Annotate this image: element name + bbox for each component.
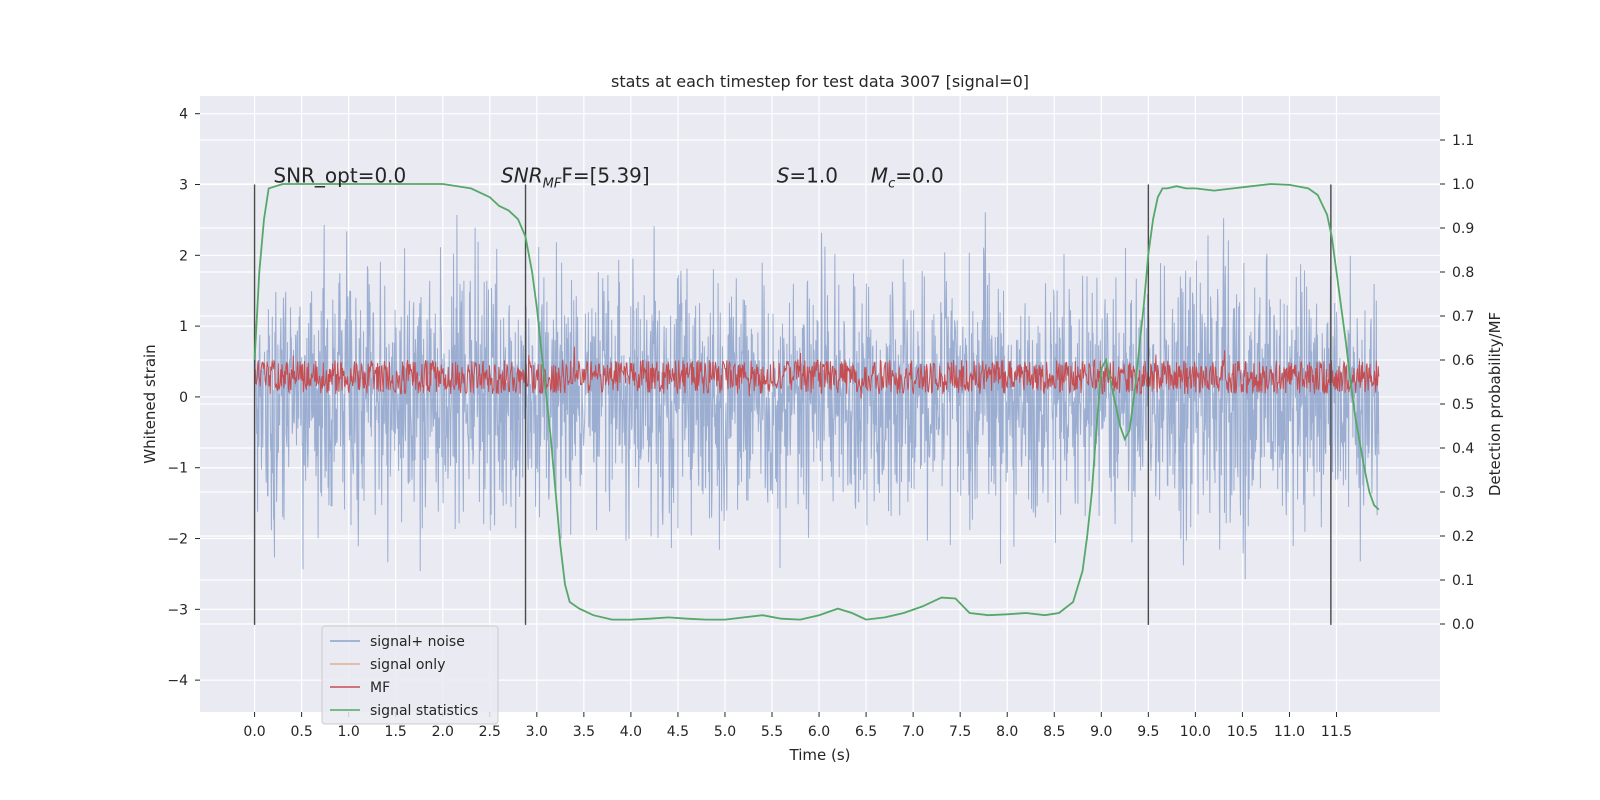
- x-tick-label-9: 4.5: [667, 724, 689, 740]
- left-y-axis-ticks: 4 3 2 1 0 −1 −2 −3 −4: [167, 107, 200, 689]
- right-y-tick-label-1: 1.0: [1452, 177, 1474, 193]
- x-tick-label-15: 7.5: [949, 724, 971, 740]
- x-tick-label-21: 10.5: [1227, 724, 1258, 740]
- x-tick-label-4: 2.0: [432, 724, 454, 740]
- x-tick-label-6: 3.0: [526, 724, 548, 740]
- x-tick-label-22: 11.0: [1274, 724, 1305, 740]
- right-y-tick-label-11: 0.0: [1452, 617, 1474, 633]
- left-y-tick-label-0: 4: [179, 107, 188, 123]
- x-tick-label-23: 11.5: [1321, 724, 1352, 740]
- x-tick-label-5: 2.5: [479, 724, 501, 740]
- right-y-axis-label: Detection probability/MF: [1486, 312, 1504, 496]
- right-y-tick-label-10: 0.1: [1452, 573, 1474, 589]
- chart-title: stats at each timestep for test data 300…: [611, 72, 1029, 91]
- left-y-tick-label-8: −4: [167, 673, 188, 689]
- annotation-mc: Mc=0.0: [871, 164, 944, 192]
- left-y-tick-label-2: 2: [179, 248, 188, 264]
- left-y-tick-label-6: −2: [167, 532, 188, 548]
- right-y-tick-label-7: 0.4: [1452, 441, 1474, 457]
- annotation-snr-opt: SNR_opt=0.0: [273, 164, 406, 188]
- left-y-axis-label: Whitened strain: [141, 344, 159, 463]
- right-y-tick-label-8: 0.3: [1452, 485, 1474, 501]
- signal-statistics-line: [253, 183, 1380, 621]
- x-tick-label-18: 9.0: [1090, 724, 1112, 740]
- annotations: SNR_opt=0.0 SNRMFF=[5.39] S=1.0 Mc=0.0: [273, 164, 943, 192]
- mf-line: [254, 346, 1380, 399]
- annotation-s: S=1.0: [777, 164, 838, 188]
- legend-box: [321, 625, 499, 725]
- series-mf: [254, 346, 1380, 399]
- annotation-snr-mf-rest: F=[5.39]: [561, 164, 649, 188]
- right-y-tick-label-4: 0.7: [1452, 309, 1474, 325]
- left-y-tick-label-4: 0: [179, 390, 188, 406]
- legend: signal+ noise signal only MF signal stat…: [321, 625, 499, 725]
- right-y-tick-label-0: 1.1: [1452, 133, 1474, 149]
- x-tick-label-7: 3.5: [573, 724, 595, 740]
- plot-area: [253, 183, 1380, 625]
- vertical-markers: [253, 184, 1332, 625]
- x-tick-label-11: 5.5: [761, 724, 783, 740]
- annotation-snr-mf-main: SNR: [501, 164, 543, 188]
- x-tick-label-3: 1.5: [385, 724, 407, 740]
- x-axis-label: Time (s): [789, 746, 851, 764]
- left-y-tick-label-7: −3: [167, 602, 188, 618]
- annotation-mc-sub: c: [888, 177, 895, 192]
- right-y-tick-label-2: 0.9: [1452, 221, 1474, 237]
- series-signal-statistics: [253, 183, 1380, 621]
- x-tick-label-10: 5.0: [714, 724, 736, 740]
- legend-label-signal-statistics: signal statistics: [370, 703, 478, 719]
- x-tick-label-8: 4.0: [620, 724, 642, 740]
- x-tick-label-13: 6.5: [855, 724, 877, 740]
- x-tick-label-1: 0.5: [290, 724, 312, 740]
- right-y-tick-label-6: 0.5: [1452, 397, 1474, 413]
- left-y-tick-label-3: 1: [179, 319, 188, 335]
- annotation-s-rest: =1.0: [789, 164, 838, 188]
- x-tick-label-17: 8.5: [1043, 724, 1065, 740]
- annotation-mc-main: M: [871, 164, 888, 188]
- legend-label-signal-only: signal only: [370, 657, 445, 673]
- series-signal-noise: [254, 212, 1380, 580]
- right-y-axis-ticks: 1.1 1.0 0.9 0.8 0.7 0.6 0.5 0.4 0.3 0.2 0.1 0.0: [1440, 133, 1474, 633]
- x-tick-label-19: 9.5: [1137, 724, 1159, 740]
- annotation-snr-mf-sub: MF: [543, 177, 562, 192]
- right-y-tick-label-5: 0.6: [1452, 353, 1474, 369]
- x-tick-label-14: 7.0: [902, 724, 924, 740]
- annotation-snr-mf: SNRMFF=[5.39]: [501, 164, 650, 192]
- x-tick-label-2: 1.0: [338, 724, 360, 740]
- annotation-s-main: S: [777, 164, 790, 188]
- left-y-tick-label-1: 3: [179, 178, 188, 194]
- right-y-tick-label-3: 0.8: [1452, 265, 1474, 281]
- left-y-tick-label-5: −1: [167, 461, 188, 477]
- x-tick-label-0: 0.0: [243, 724, 265, 740]
- annotation-mc-rest: =0.0: [895, 164, 944, 188]
- right-y-tick-label-9: 0.2: [1452, 529, 1474, 545]
- legend-label-signal-noise: signal+ noise: [370, 634, 465, 650]
- legend-label-mf: MF: [370, 680, 390, 696]
- x-tick-label-12: 6.0: [808, 724, 830, 740]
- x-axis-ticks: 0.0 0.5 1.0 1.5 2.0 2.5 3.0 3.5 4.0 4.5 5.0 5.5 6.0 6…: [243, 712, 1352, 740]
- signal-noise-line: [254, 212, 1380, 580]
- x-tick-label-16: 8.0: [996, 724, 1018, 740]
- x-tick-label-20: 10.0: [1180, 724, 1211, 740]
